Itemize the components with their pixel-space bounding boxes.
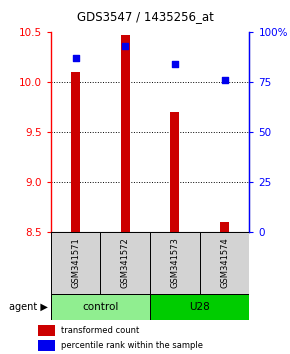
Bar [38,325,55,336]
Point [73,55,78,61]
Text: GSM341573: GSM341573 [171,238,180,288]
Text: control: control [82,302,119,312]
Bar [171,112,180,232]
Point [222,77,227,83]
Bar [51,232,100,294]
Text: GSM341572: GSM341572 [121,238,130,288]
Point [123,43,128,49]
Bar [220,222,229,232]
Text: U28: U28 [189,302,210,312]
Bar [71,72,80,232]
Text: agent ▶: agent ▶ [9,302,48,312]
Bar [200,232,249,294]
Bar [38,340,55,351]
Text: percentile rank within the sample: percentile rank within the sample [61,341,203,350]
Text: transformed count: transformed count [61,326,139,335]
Bar [51,294,150,320]
Bar [100,232,150,294]
Text: GSM341574: GSM341574 [220,238,229,288]
Point [173,61,177,67]
Bar [150,294,249,320]
Text: GDS3547 / 1435256_at: GDS3547 / 1435256_at [77,10,213,23]
Bar [150,232,200,294]
Bar [121,35,130,232]
Text: GSM341571: GSM341571 [71,238,80,288]
